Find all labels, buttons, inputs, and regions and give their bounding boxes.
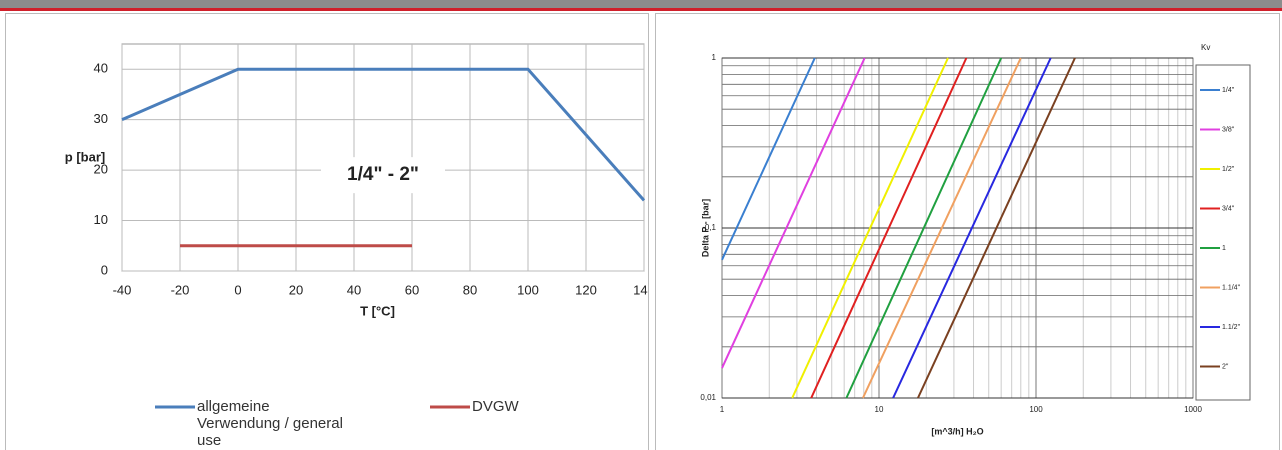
annotation-box	[321, 157, 445, 194]
y-axis-title: Delta P - [bar]	[700, 199, 710, 257]
legend-label: 1/4"	[1222, 87, 1235, 94]
legend-label: 3/4"	[1222, 205, 1235, 212]
y-tick-label: 20	[94, 162, 108, 177]
legend-label: 1	[1222, 245, 1226, 252]
legend-label: 3/8"	[1222, 126, 1235, 133]
series-line	[845, 57, 1003, 399]
series-line	[862, 57, 1022, 399]
y-tick-label: 0,1	[705, 223, 717, 232]
y-axis-title: p [bar]	[65, 149, 105, 164]
annotation: 1/4" - 2"	[347, 164, 419, 185]
x-tick-label: 100	[1029, 405, 1043, 414]
x-tick-label: 1	[720, 405, 725, 414]
x-tick-label: 80	[463, 282, 477, 297]
x-tick-label: 0	[234, 282, 241, 297]
legend-label: 1.1/2"	[1222, 324, 1241, 331]
x-tick-label: 100	[517, 282, 539, 297]
legend-box	[1195, 64, 1251, 401]
x-tick-label: 40	[347, 282, 361, 297]
x-axis-title: T [°C]	[360, 303, 395, 318]
y-tick-label: 10	[94, 212, 108, 227]
legend-label: 1.1/4"	[1222, 284, 1241, 291]
series-line	[121, 67, 646, 202]
kv-chart: 1 10 100 1000 0,01 0,1 1 [m^3/h] H₂O Delta P - […	[700, 43, 1251, 436]
legend-title: Kv	[1201, 43, 1210, 52]
x-tick-label: 120	[575, 282, 597, 297]
top-bar	[0, 0, 1282, 8]
y-tick-label: 0,01	[700, 393, 716, 402]
y-tick-label: 1	[712, 53, 717, 62]
series-line	[917, 57, 1076, 399]
x-tick-label: 1000	[1184, 405, 1202, 414]
x-tick-label: 140	[633, 282, 655, 297]
pressure-chart: -40 -20 0 20 40 60 80 100 120 140 0 10 20 30 40 T [°C] p…	[65, 43, 655, 409]
y-tick-label: 0	[101, 262, 108, 277]
legend-label: 1/2"	[1222, 166, 1235, 173]
legend-label: DVGW	[472, 398, 519, 415]
series-line	[810, 57, 968, 399]
x-tick-label: -20	[171, 282, 190, 297]
x-tick-label: -40	[113, 282, 132, 297]
x-axis-title: [m^3/h] H₂O	[931, 426, 983, 436]
series-line	[721, 57, 866, 369]
y-tick-label: 30	[94, 111, 108, 126]
x-tick-label: 20	[289, 282, 303, 297]
x-tick-label: 10	[875, 405, 884, 414]
legend-label: allgemeine Verwendung / general use	[197, 398, 343, 449]
x-tick-label: 60	[405, 282, 419, 297]
y-tick-label: 40	[94, 61, 108, 76]
series-line	[892, 57, 1052, 399]
top-rule	[0, 8, 1282, 11]
series-line	[721, 57, 816, 261]
legend-label: 2"	[1222, 363, 1229, 370]
series-line	[791, 57, 949, 399]
